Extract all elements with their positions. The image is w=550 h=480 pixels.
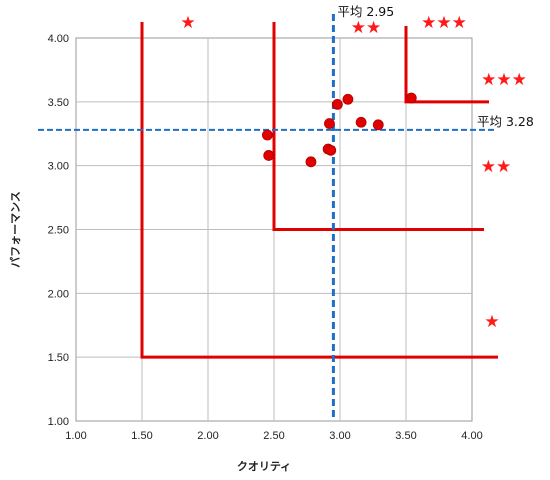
star-rating-label: ★★ [481,157,511,177]
zone-boundary [272,22,484,231]
data-point [342,93,354,105]
y-axis-title: パフォーマンス [9,191,22,268]
star-rating-label: ★ [180,13,195,33]
y-tick-label: 1.00 [48,416,69,428]
x-tick-label: 2.00 [197,430,218,442]
y-tick-label: 2.50 [48,225,69,237]
x-tick-label: 3.50 [395,430,416,442]
x-tick-label: 2.50 [263,430,284,442]
data-point [325,144,337,156]
x-tick-label: 1.00 [65,430,86,442]
data-point [355,116,367,128]
y-tick-label: 2.00 [48,288,69,300]
star-rating-label: ★★★ [421,13,467,33]
y-tick-label: 1.50 [48,352,69,364]
data-point [324,118,335,129]
star-rating-label: ★★ [351,18,381,38]
y-tick-label: 3.50 [48,97,69,109]
average-y-label: 平均 3.28 [477,114,534,129]
zone-boundary [404,26,489,104]
data-point [261,129,273,141]
data-point [305,156,317,168]
y-tick-label: 4.00 [48,33,69,45]
star-rating-label: ★ [484,312,499,332]
x-tick-label: 3.00 [329,430,350,442]
average-x-label: 平均 2.95 [337,4,394,19]
x-tick-label: 1.50 [131,430,152,442]
star-rating-label: ★★★ [481,70,527,90]
data-point [331,98,343,110]
x-axis-title: クオリティ [237,460,291,473]
zone-boundary [140,22,498,359]
x-tick-label: 4.00 [461,430,482,442]
data-point [263,150,275,161]
data-point [405,92,417,104]
y-tick-label: 3.00 [48,161,69,173]
data-point [372,119,384,131]
